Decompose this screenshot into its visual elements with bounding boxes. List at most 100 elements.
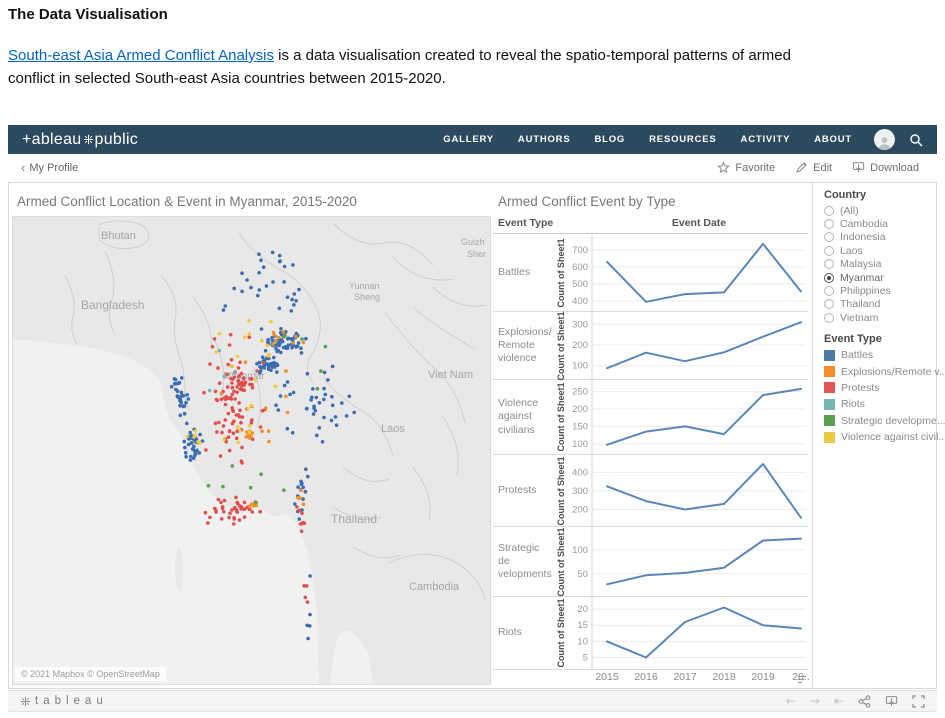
row-label-violence-against-civilians: Violence against civilians — [498, 397, 539, 436]
legend-label: Explosions/Remote v... — [841, 365, 945, 378]
line-chart-explosions-remote-violence[interactable]: 100 200 300 — [561, 312, 808, 380]
country-option-indonesia[interactable]: Indonesia — [824, 231, 891, 244]
tableau-header: +ableau public GALLERY AUTHORS BLOG RESOURC… — [8, 125, 937, 154]
nav-item-gallery[interactable]: GALLERY — [443, 134, 494, 145]
svg-text:400: 400 — [572, 467, 588, 478]
svg-text:500: 500 — [572, 279, 588, 290]
event-type-legend: Battles Explosions/Remote v... Protests Rio… — [824, 347, 945, 445]
nav-item-resources[interactable]: RESOURCES — [649, 134, 717, 145]
country-option-philippines[interactable]: Philippines — [824, 284, 891, 297]
option-label: Cambodia — [840, 218, 888, 231]
nav-item-activity[interactable]: ACTIVITY — [740, 134, 791, 145]
viz-link[interactable]: South-east Asia Armed Conflict Analysis — [8, 47, 274, 64]
option-label: (All) — [840, 204, 859, 217]
dot-cluster-orange — [219, 360, 290, 444]
legend-item-explosions-remote-v[interactable]: Explosions/Remote v... — [824, 363, 945, 379]
edit-button[interactable]: Edit — [795, 161, 832, 174]
reset-icon[interactable]: ⇤ — [833, 694, 844, 708]
svg-text:200: 200 — [572, 505, 588, 516]
radio-icon — [824, 245, 834, 256]
radio-icon — [824, 205, 834, 216]
nav-item-blog[interactable]: BLOG — [594, 134, 626, 145]
nav-item-authors[interactable]: AUTHORS — [517, 134, 571, 145]
line-chart-riots[interactable]: 5 10 15 20 — [561, 597, 808, 670]
row-label-battles: Battles — [498, 265, 531, 278]
legend-item-riots[interactable]: Riots — [824, 396, 945, 412]
country-filter: (All) Cambodia Indonesia Laos Malaysia Myanma… — [824, 204, 891, 325]
small-multiples-panel: Event Type Event Date Battles Count of Sh… — [493, 183, 810, 690]
undo-icon[interactable]: ← — [785, 694, 796, 708]
chart-rows: Battles Count of Sheet1 400 500 600 700 Explos… — [493, 233, 808, 670]
action-label: Download — [870, 161, 919, 174]
legend-item-violence-against-civil[interactable]: Violence against civil... — [824, 429, 945, 445]
svg-text:50: 50 — [577, 569, 588, 580]
fullscreen-icon[interactable] — [912, 694, 925, 708]
svg-text:150: 150 — [572, 421, 588, 432]
x-tick-2019: 2019 — [751, 671, 775, 683]
download-button[interactable]: Download — [852, 161, 919, 174]
search-icon[interactable] — [909, 133, 923, 147]
svg-text:200: 200 — [572, 404, 588, 415]
country-filter-title: Country — [824, 189, 867, 201]
row-label-riots: Riots — [498, 626, 522, 639]
favorite-button[interactable]: Favorite — [717, 161, 775, 174]
chart-row-explosions-remote-violence: Explosions/ Remote violence Count of Shee… — [493, 311, 808, 380]
legend-item-strategic-developme[interactable]: Strategic developme... — [824, 413, 945, 429]
dot-cluster-yellow — [185, 429, 202, 445]
dot-cluster-red — [203, 495, 262, 526]
line-chart-protests[interactable]: 200 300 400 — [561, 455, 808, 527]
option-label: Malaysia — [840, 258, 882, 271]
radio-icon — [824, 299, 834, 310]
country-option-myanmar[interactable]: Myanmar — [824, 271, 891, 284]
radio-icon — [824, 259, 834, 270]
country-option-cambodia[interactable]: Cambodia — [824, 217, 891, 230]
avatar[interactable] — [874, 129, 895, 150]
map-canvas[interactable]: BhutanBangladeshYunnanShengGuizhSherMyan… — [13, 217, 490, 684]
map-label-viet-nam: Viet Nam — [428, 369, 473, 381]
line-chart-battles[interactable]: 400 500 600 700 — [561, 234, 808, 312]
line-chart-strategic-developments[interactable]: 50 100 — [561, 527, 808, 597]
download-icon[interactable] — [885, 695, 898, 708]
map-country-labels: BhutanBangladeshYunnanShengGuizhSherMyan… — [81, 230, 486, 593]
row-label-explosions-remote-violence: Explosions/ Remote violence — [498, 325, 552, 365]
country-option-all[interactable]: (All) — [824, 204, 891, 217]
row-label-strategic-developments: Strategic de velopments — [498, 541, 552, 581]
sort-icon[interactable] — [798, 672, 807, 690]
country-option-thailand[interactable]: Thailand — [824, 298, 891, 311]
legend-item-battles[interactable]: Battles — [824, 347, 945, 363]
dot-cluster-green — [315, 344, 328, 391]
tableau-logo-icon — [83, 134, 94, 145]
nav-item-about[interactable]: ABOUT — [814, 134, 852, 145]
dot-cluster-yellow — [214, 318, 278, 389]
map-label-guizh: Guizh — [461, 237, 485, 247]
line-chart-violence-against-civilians[interactable]: 100 150 200 250 — [561, 380, 808, 455]
viz-subheader: ‹ My Profile Favorite Edit Download — [8, 154, 937, 181]
action-label: Favorite — [735, 161, 776, 174]
viz-actions: Favorite Edit Download — [717, 161, 919, 174]
pencil-icon — [795, 161, 808, 174]
tableau-embed-logo[interactable]: tableau — [20, 695, 108, 707]
country-option-malaysia[interactable]: Malaysia — [824, 258, 891, 271]
conflict-map[interactable]: BhutanBangladeshYunnanShengGuizhSherMyan… — [12, 216, 491, 685]
action-label: Edit — [813, 161, 833, 174]
share-icon[interactable] — [858, 694, 871, 708]
tableau-public-logo[interactable]: +ableau public — [22, 131, 138, 149]
redo-icon[interactable]: → — [809, 694, 820, 708]
svg-text:700: 700 — [572, 245, 588, 256]
row-label-protests: Protests — [498, 483, 537, 496]
country-option-vietnam[interactable]: Vietnam — [824, 311, 891, 324]
x-tick-2016: 2016 — [634, 671, 658, 683]
conflict-event-dots[interactable] — [169, 250, 357, 641]
dot-cluster-red — [202, 332, 267, 465]
dot-cluster-green — [281, 334, 304, 341]
legend-swatch — [824, 398, 835, 410]
legend-item-protests[interactable]: Protests — [824, 380, 945, 396]
header-nav: GALLERY AUTHORS BLOG RESOURCES ACTIVITY ABOUT — [443, 134, 852, 145]
legend-label: Battles — [841, 349, 874, 362]
radio-icon — [824, 312, 834, 323]
country-option-laos[interactable]: Laos — [824, 244, 891, 257]
back-to-profile-link[interactable]: ‹ My Profile — [21, 160, 78, 175]
legend-label: Violence against civil... — [841, 431, 945, 444]
dot-cluster-red — [229, 374, 255, 392]
legend-swatch — [824, 349, 835, 361]
